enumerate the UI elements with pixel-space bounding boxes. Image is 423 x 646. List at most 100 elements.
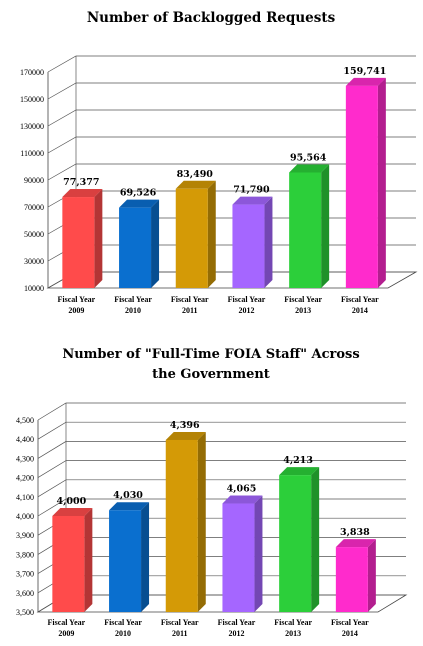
x-tick-label: 2014 bbox=[342, 629, 358, 638]
bar-top bbox=[222, 495, 263, 504]
bar-front bbox=[335, 547, 368, 612]
x-tick-label: Fiscal Year bbox=[171, 295, 209, 304]
bar bbox=[62, 189, 103, 288]
chart-title-line: Number of "Full-Time FOIA Staff" Across bbox=[62, 347, 359, 362]
bar-top bbox=[289, 164, 330, 173]
x-tick-label: Fiscal Year bbox=[57, 295, 95, 304]
bar bbox=[222, 495, 263, 612]
y-tick-label: 4,400 bbox=[16, 435, 34, 444]
bar-front bbox=[109, 510, 142, 612]
bar-side bbox=[151, 199, 160, 288]
x-tick-label: Fiscal Year bbox=[228, 295, 266, 304]
bar-side bbox=[197, 431, 206, 612]
bar-side bbox=[84, 508, 93, 612]
bar bbox=[119, 199, 160, 288]
bar-top bbox=[335, 539, 376, 548]
bar-side bbox=[264, 196, 273, 288]
chart-title-line: Number of Backlogged Requests bbox=[87, 10, 336, 26]
x-tick-label: 2010 bbox=[115, 629, 131, 638]
bar-front bbox=[279, 475, 312, 612]
bar-top bbox=[52, 508, 93, 516]
bar-top bbox=[165, 431, 206, 440]
y-tick-label: 30000 bbox=[24, 257, 44, 266]
x-tick-label: 2009 bbox=[58, 629, 74, 638]
bar bbox=[232, 196, 273, 288]
data-label: 83,490 bbox=[177, 169, 214, 180]
bar-front bbox=[62, 197, 95, 288]
bar bbox=[175, 180, 216, 288]
y-tick-label: 110000 bbox=[20, 149, 44, 158]
bar bbox=[109, 502, 150, 612]
bar-top bbox=[279, 467, 320, 476]
chart-title: Number of "Full-Time FOIA Staff" Across t… bbox=[62, 347, 359, 382]
y-tick-label: 90000 bbox=[24, 176, 44, 185]
data-label: 71,790 bbox=[233, 185, 270, 196]
bar-side bbox=[94, 189, 103, 288]
y-tick-label: 150000 bbox=[20, 95, 44, 104]
data-label: 4,000 bbox=[56, 496, 86, 507]
bar-top bbox=[345, 77, 386, 86]
x-tick-label: 2013 bbox=[285, 629, 301, 638]
x-tick-label: Fiscal Year bbox=[274, 618, 312, 627]
bar bbox=[165, 431, 206, 612]
y-tick-label: 4,200 bbox=[16, 474, 34, 483]
gridline bbox=[37, 498, 406, 517]
bar-side bbox=[377, 77, 386, 289]
x-tick-label: Fiscal Year bbox=[331, 618, 369, 627]
x-tick-label: 2010 bbox=[125, 306, 141, 315]
y-tick-label: 4,500 bbox=[16, 416, 34, 425]
data-label: 77,377 bbox=[63, 177, 99, 188]
bar-side bbox=[141, 502, 150, 612]
bar-side bbox=[207, 180, 216, 288]
bar bbox=[279, 467, 320, 612]
data-label: 4,030 bbox=[113, 490, 143, 501]
gridline bbox=[37, 460, 406, 478]
x-tick-label: Fiscal Year bbox=[47, 618, 85, 627]
chart-title-line: the Government bbox=[152, 367, 270, 382]
y-tick-label: 50000 bbox=[24, 230, 44, 239]
bar-front bbox=[222, 503, 255, 612]
y-tick-label: 3,800 bbox=[16, 550, 34, 559]
bar-side bbox=[311, 467, 320, 612]
y-tick-label: 3,500 bbox=[16, 608, 34, 617]
data-label: 3,838 bbox=[340, 527, 370, 538]
x-tick-label: 2013 bbox=[295, 306, 311, 315]
chart-title: Number of Backlogged Requests bbox=[87, 10, 336, 26]
x-tick-label: Fiscal Year bbox=[114, 295, 152, 304]
x-tick-label: Fiscal Year bbox=[284, 295, 322, 304]
data-label: 4,396 bbox=[170, 420, 200, 431]
x-tick-label: 2014 bbox=[352, 306, 368, 315]
y-tick-label: 4,100 bbox=[16, 493, 34, 502]
data-label: 95,564 bbox=[290, 152, 327, 163]
x-tick-label: 2011 bbox=[172, 629, 188, 638]
y-tick-label: 10000 bbox=[24, 284, 44, 293]
data-label: 4,065 bbox=[227, 484, 257, 495]
bar-top bbox=[119, 199, 160, 208]
bar-side bbox=[321, 164, 330, 288]
y-tick-label: 3,900 bbox=[16, 531, 34, 540]
bar-top bbox=[175, 180, 216, 189]
data-label: 159,741 bbox=[343, 66, 386, 77]
bar-front bbox=[52, 516, 85, 612]
x-tick-label: Fiscal Year bbox=[341, 295, 379, 304]
bar-front bbox=[119, 207, 152, 288]
y-tick-label: 170000 bbox=[20, 68, 44, 77]
y-tick-label: 4,000 bbox=[16, 512, 34, 521]
bar-front bbox=[165, 439, 198, 612]
gridline bbox=[37, 402, 406, 421]
bar-side bbox=[367, 539, 376, 612]
bar-front bbox=[289, 172, 322, 288]
bar-top bbox=[62, 189, 103, 198]
data-label: 69,526 bbox=[120, 188, 157, 199]
x-tick-label: 2012 bbox=[228, 629, 244, 638]
y-tick-label: 3,700 bbox=[16, 570, 34, 579]
gridline bbox=[37, 421, 406, 440]
gridline bbox=[37, 479, 406, 498]
bar bbox=[335, 539, 376, 612]
bar bbox=[345, 77, 386, 289]
bar-front bbox=[345, 85, 378, 289]
x-tick-label: Fiscal Year bbox=[161, 618, 199, 627]
y-tick-label: 4,300 bbox=[16, 454, 34, 463]
x-tick-label: Fiscal Year bbox=[218, 618, 256, 627]
